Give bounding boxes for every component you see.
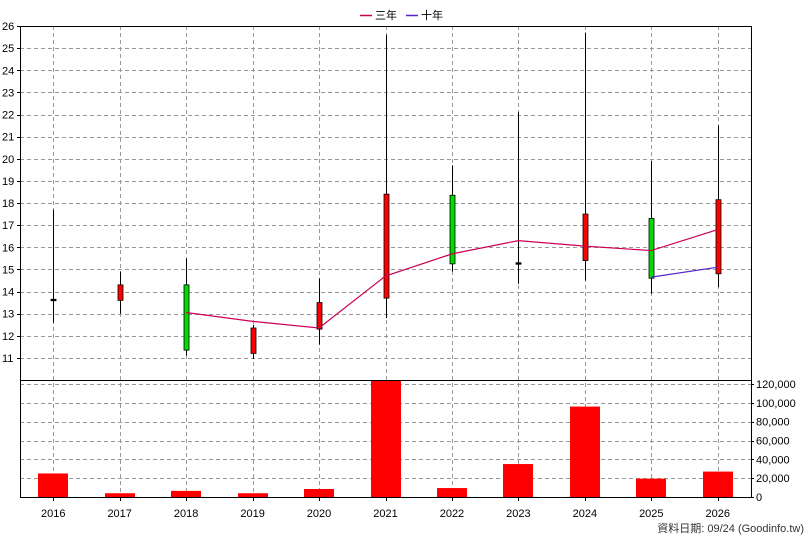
line-十年 — [651, 266, 718, 278]
volume-tick-label: 0 — [756, 492, 762, 504]
volume-bar-2016 — [38, 473, 68, 497]
candle-body-2018 — [183, 284, 190, 351]
price-tick-label: 12 — [2, 331, 14, 343]
volume-bar-2023 — [503, 464, 533, 497]
price-tick-label: 25 — [2, 43, 14, 55]
candle-body-2025 — [648, 218, 655, 279]
volume-bar-2021 — [371, 380, 401, 497]
moving-average-lines — [186, 228, 718, 329]
x-tick-label: 2020 — [307, 508, 331, 520]
volume-tick-label: 40,000 — [756, 454, 790, 466]
candle-body-2021 — [383, 193, 390, 299]
x-tick-label: 2017 — [107, 508, 131, 520]
price-tick-label: 23 — [2, 87, 14, 99]
price-tick-label: 24 — [2, 65, 14, 77]
legend-label-十年: 十年 — [421, 8, 443, 22]
price-tick-label: 20 — [2, 154, 14, 166]
candle-body-2019 — [250, 327, 257, 354]
price-tick-label: 16 — [2, 242, 14, 254]
x-axis-ticks: 2016 2017 2018 2019 2020 2021 2022 2023 2024 2025… — [41, 497, 730, 520]
volume-bar-2018 — [171, 490, 201, 497]
x-tick-label: 2021 — [373, 508, 397, 520]
volume-bars — [38, 380, 733, 497]
price-tick-label: 15 — [2, 264, 14, 276]
x-tick-label: 2026 — [706, 508, 730, 520]
volume-tick-label: 80,000 — [756, 417, 790, 429]
x-tick-label: 2025 — [639, 508, 663, 520]
candle-body-2024 — [582, 213, 589, 261]
volume-tick-label: 100,000 — [756, 398, 796, 410]
x-tick-label: 2023 — [506, 508, 530, 520]
price-tick-label: 26 — [2, 21, 14, 33]
legend-label-三年: 三年 — [375, 8, 397, 22]
volume-bar-2025 — [636, 478, 666, 497]
price-tick-label: 13 — [2, 309, 14, 321]
volume-axis-ticks: 0 20,000 40,000 60,000 80,000 100,000 120,000 — [751, 379, 796, 504]
price-tick-label: 19 — [2, 176, 14, 188]
price-tick-label: 22 — [2, 110, 14, 122]
legend: 三年 十年 — [360, 8, 443, 22]
volume-bar-2019 — [238, 493, 268, 497]
price-axis-ticks: 11 12 13 14 15 16 17 18 19 20 21 22 23 24 25 26 — [2, 21, 20, 365]
candle-body-2017 — [117, 284, 124, 301]
volume-tick-label: 120,000 — [756, 379, 796, 391]
price-tick-label: 17 — [2, 220, 14, 232]
x-tick-label: 2018 — [174, 508, 198, 520]
x-tick-label: 2024 — [573, 508, 597, 520]
footer-date: 資料日期: 09/24 (Goodinfo.tw) — [657, 523, 804, 535]
volume-bar-2022 — [437, 488, 467, 497]
x-tick-label: 2019 — [240, 508, 264, 520]
volume-tick-label: 60,000 — [756, 436, 790, 448]
candle-body-2026 — [715, 199, 722, 275]
candle-body-2016 — [50, 298, 57, 302]
candles — [50, 32, 722, 359]
price-tick-label: 11 — [2, 353, 13, 365]
price-tick-label: 14 — [2, 287, 14, 299]
line-三年 — [186, 228, 718, 329]
volume-bar-2024 — [570, 406, 600, 497]
candle-body-2022 — [449, 194, 456, 265]
price-tick-label: 21 — [2, 132, 14, 144]
candle-body-2023 — [515, 262, 522, 265]
price-tick-label: 18 — [2, 198, 14, 210]
volume-bar-2020 — [304, 488, 334, 497]
volume-bar-2026 — [703, 471, 733, 497]
candle-body-2020 — [316, 302, 323, 330]
x-tick-label: 2022 — [440, 508, 464, 520]
x-tick-label: 2016 — [41, 508, 65, 520]
volume-bar-2017 — [105, 493, 135, 497]
volume-tick-label: 20,000 — [756, 473, 790, 485]
